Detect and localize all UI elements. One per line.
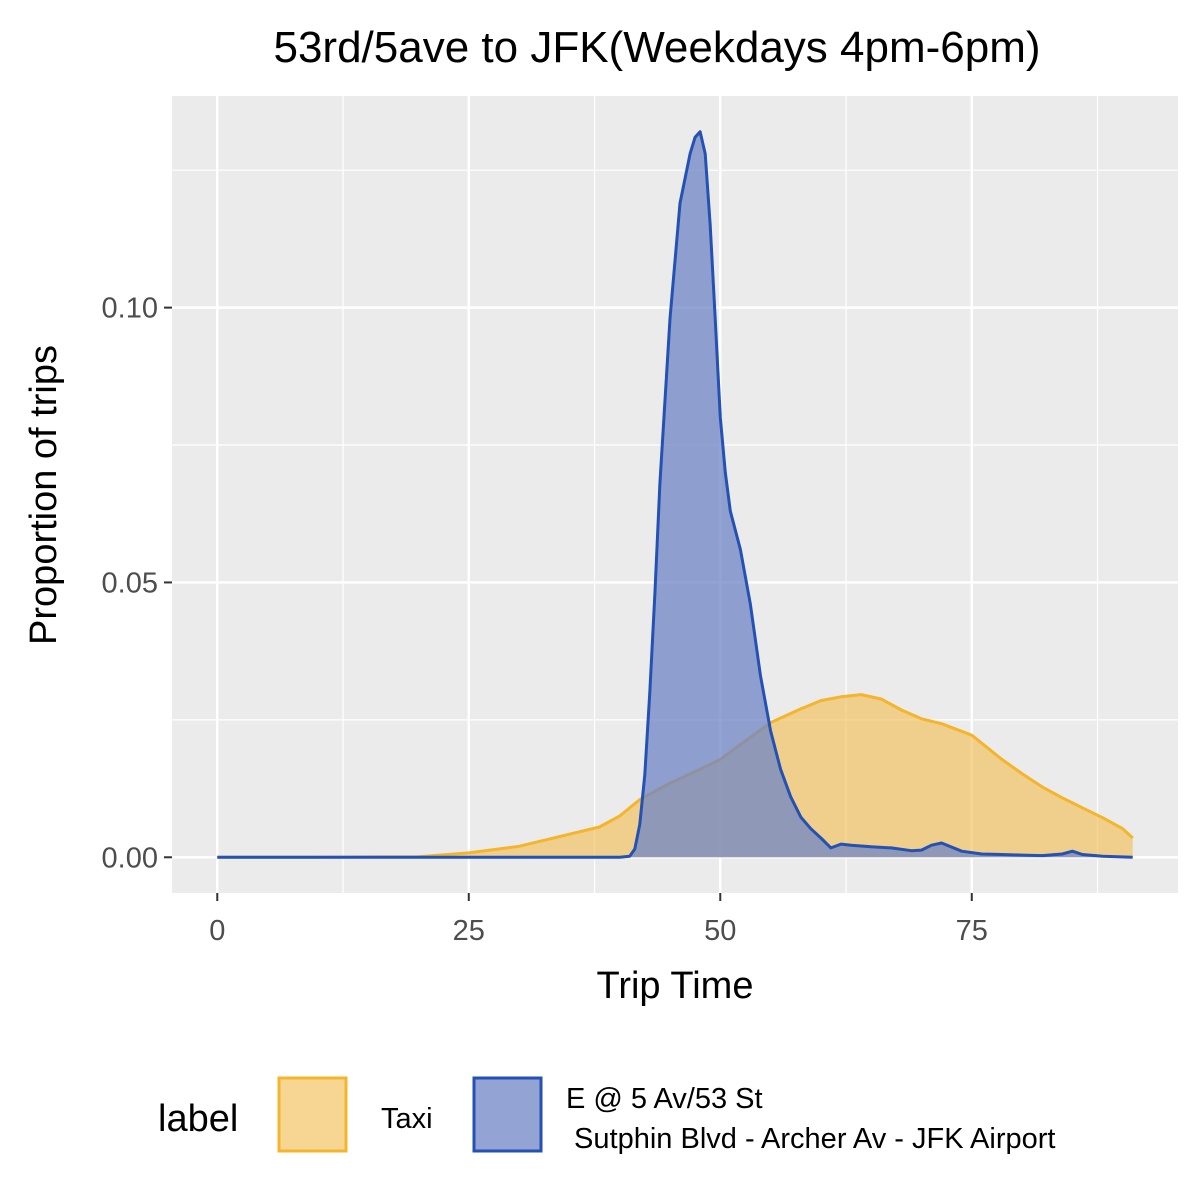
legend-label-subway: E @ 5 Av/53 St Sutphin Blvd - Archer Av … <box>566 1083 1055 1155</box>
x-tick-label: 25 <box>453 915 485 947</box>
x-tick-label: 0 <box>209 915 225 947</box>
density-area-subway <box>217 131 1133 858</box>
legend-label-subway-line-1: E @ 5 Av/53 St <box>566 1083 763 1115</box>
density-line-taxi <box>217 693 1134 859</box>
x-tick-label: 50 <box>704 915 736 947</box>
chart-title: 53rd/5ave to JFK(Weekdays 4pm-6pm) <box>273 23 1040 72</box>
y-axis-title: Proportion of trips <box>23 345 65 645</box>
y-tick-label: 0.00 <box>102 842 158 874</box>
legend-key-subway <box>472 1076 543 1153</box>
x-axis: 0 25 50 75 <box>209 893 988 947</box>
x-axis-title: Trip Time <box>597 965 754 1007</box>
series-layer <box>217 130 1134 859</box>
density-line-subway <box>217 130 1133 859</box>
legend: label Taxi E @ 5 Av/53 St Sutphin Blvd -… <box>158 1076 1055 1155</box>
legend-title: label <box>158 1098 238 1140</box>
y-tick-label: 0.05 <box>102 567 158 599</box>
legend-key-taxi <box>277 1076 348 1153</box>
x-tick-label: 75 <box>956 915 988 947</box>
y-tick-label: 0.10 <box>102 293 158 325</box>
legend-label-taxi: Taxi <box>381 1103 433 1135</box>
y-axis: 0.00 0.05 0.10 <box>102 293 172 874</box>
density-area-taxi <box>217 694 1133 858</box>
legend-label-subway-line-2: Sutphin Blvd - Archer Av - JFK Airport <box>566 1123 1055 1155</box>
